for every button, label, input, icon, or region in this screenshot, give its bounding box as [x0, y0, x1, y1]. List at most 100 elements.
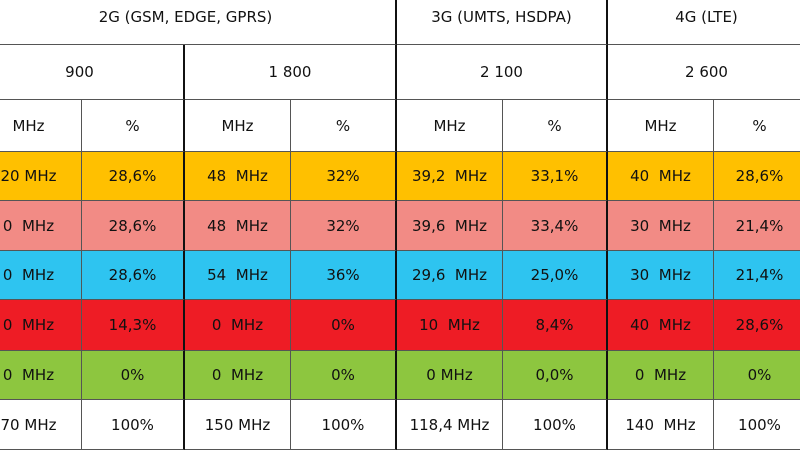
- unit-mhz-header: MHz: [0, 100, 82, 152]
- unit-pct-header-text: %: [752, 116, 767, 135]
- data-cell: 0%: [291, 351, 397, 400]
- unit-pct-header: %: [503, 100, 608, 152]
- data-cell: 0%: [714, 351, 800, 400]
- data-cell-text: 32%: [326, 167, 360, 185]
- data-cell-text: 0 MHz: [2, 216, 55, 235]
- band-header-0: 900: [0, 45, 185, 100]
- data-cell-text: 28,6%: [108, 216, 157, 235]
- data-cell-text: 30 MHz: [630, 216, 691, 235]
- band-header-3-text: 2 600: [685, 63, 728, 81]
- data-cell: 0 MHz: [0, 201, 82, 251]
- total-cell-text: 150 MHz: [204, 415, 271, 434]
- data-cell: 48 MHz: [185, 152, 291, 201]
- data-cell-text: 0 MHz: [211, 316, 264, 334]
- unit-mhz-header-text: MHz: [644, 116, 677, 135]
- data-cell-text: 0%: [120, 366, 145, 384]
- data-cell-text: 21,4%: [735, 216, 784, 235]
- tech-header-2g: 2G (GSM, EDGE, GPRS): [0, 0, 397, 45]
- unit-pct-header-text: %: [335, 116, 351, 135]
- data-cell-text: 48 MHz: [207, 167, 268, 185]
- data-cell: 8,4%: [503, 300, 608, 351]
- band-header-3: 2 600: [608, 45, 800, 100]
- data-cell: 40 MHz: [608, 300, 714, 351]
- data-cell: 29,6 MHz: [397, 251, 503, 300]
- data-cell: 0%: [291, 300, 397, 351]
- unit-mhz-header-text: MHz: [433, 116, 466, 135]
- tech-header-2g-text: 2G (GSM, EDGE, GPRS): [98, 8, 273, 26]
- total-cell: 100%: [503, 400, 608, 450]
- total-cell: 100%: [714, 400, 800, 450]
- band-header-0-text: 900: [65, 63, 94, 81]
- data-cell-text: 48 MHz: [207, 216, 268, 235]
- data-cell-text: 32%: [326, 216, 360, 235]
- total-cell-text: 118,4 MHz: [409, 415, 490, 434]
- data-cell-text: 33,1%: [530, 167, 579, 185]
- tech-header-4g: 4G (LTE): [608, 0, 800, 45]
- unit-mhz-header: MHz: [185, 100, 291, 152]
- data-cell-text: 20 MHz: [0, 167, 57, 185]
- unit-mhz-header-text: MHz: [221, 116, 254, 135]
- unit-pct-header: %: [82, 100, 185, 152]
- data-cell-text: 0 MHz: [426, 366, 473, 384]
- data-cell-text: 54 MHz: [207, 266, 268, 284]
- data-cell: 30 MHz: [608, 251, 714, 300]
- data-cell-text: 29,6 MHz: [411, 266, 488, 284]
- data-cell-text: 0 MHz: [211, 366, 264, 384]
- data-cell-text: 0,0%: [535, 366, 574, 384]
- data-cell-text: 21,4%: [735, 266, 784, 284]
- data-cell-text: 0 MHz: [634, 366, 687, 384]
- data-cell: 32%: [291, 201, 397, 251]
- data-cell: 30 MHz: [608, 201, 714, 251]
- data-cell: 0 MHz: [0, 351, 82, 400]
- band-header-2: 2 100: [397, 45, 608, 100]
- data-cell: 36%: [291, 251, 397, 300]
- band-header-2-text: 2 100: [480, 63, 523, 81]
- data-cell-text: 8,4%: [535, 316, 574, 334]
- data-cell-text: 28,6%: [735, 167, 784, 185]
- data-cell-text: 39,2 MHz: [411, 167, 488, 185]
- data-cell-text: 28,6%: [108, 167, 157, 185]
- data-cell-text: 10 MHz: [419, 316, 480, 334]
- data-cell: 28,6%: [714, 300, 800, 351]
- data-cell-text: 0 MHz: [2, 266, 55, 284]
- total-cell: 150 MHz: [185, 400, 291, 450]
- unit-pct-header: %: [291, 100, 397, 152]
- data-cell: 0%: [82, 351, 185, 400]
- data-cell: 28,6%: [82, 201, 185, 251]
- data-cell: 0 MHz: [608, 351, 714, 400]
- data-cell: 33,1%: [503, 152, 608, 201]
- data-cell-text: 25,0%: [530, 266, 579, 284]
- data-cell: 0 MHz: [0, 251, 82, 300]
- total-cell: 70 MHz: [0, 400, 82, 450]
- data-cell: 39,6 MHz: [397, 201, 503, 251]
- data-cell-text: 14,3%: [108, 316, 157, 334]
- data-cell-text: 0 MHz: [2, 366, 55, 384]
- data-cell: 0 MHz: [0, 300, 82, 351]
- data-cell: 39,2 MHz: [397, 152, 503, 201]
- data-cell: 33,4%: [503, 201, 608, 251]
- data-cell: 0,0%: [503, 351, 608, 400]
- data-cell: 25,0%: [503, 251, 608, 300]
- band-header-1-text: 1 800: [268, 63, 312, 81]
- data-cell: 28,6%: [714, 152, 800, 201]
- total-cell: 100%: [291, 400, 397, 450]
- total-cell-text: 100%: [321, 415, 365, 434]
- band-header-1: 1 800: [185, 45, 397, 100]
- data-cell: 0 MHz: [185, 300, 291, 351]
- data-cell-text: 0%: [331, 366, 355, 384]
- data-cell: 28,6%: [82, 251, 185, 300]
- total-cell: 140 MHz: [608, 400, 714, 450]
- data-cell: 48 MHz: [185, 201, 291, 251]
- data-cell: 20 MHz: [0, 152, 82, 201]
- total-cell-text: 100%: [738, 415, 781, 434]
- data-cell: 40 MHz: [608, 152, 714, 201]
- data-cell: 14,3%: [82, 300, 185, 351]
- data-cell-text: 28,6%: [108, 266, 157, 284]
- total-cell: 118,4 MHz: [397, 400, 503, 450]
- data-cell-text: 40 MHz: [630, 316, 691, 334]
- data-cell: 21,4%: [714, 201, 800, 251]
- unit-pct-header-text: %: [547, 116, 562, 135]
- data-cell: 0 MHz: [185, 351, 291, 400]
- data-cell: 21,4%: [714, 251, 800, 300]
